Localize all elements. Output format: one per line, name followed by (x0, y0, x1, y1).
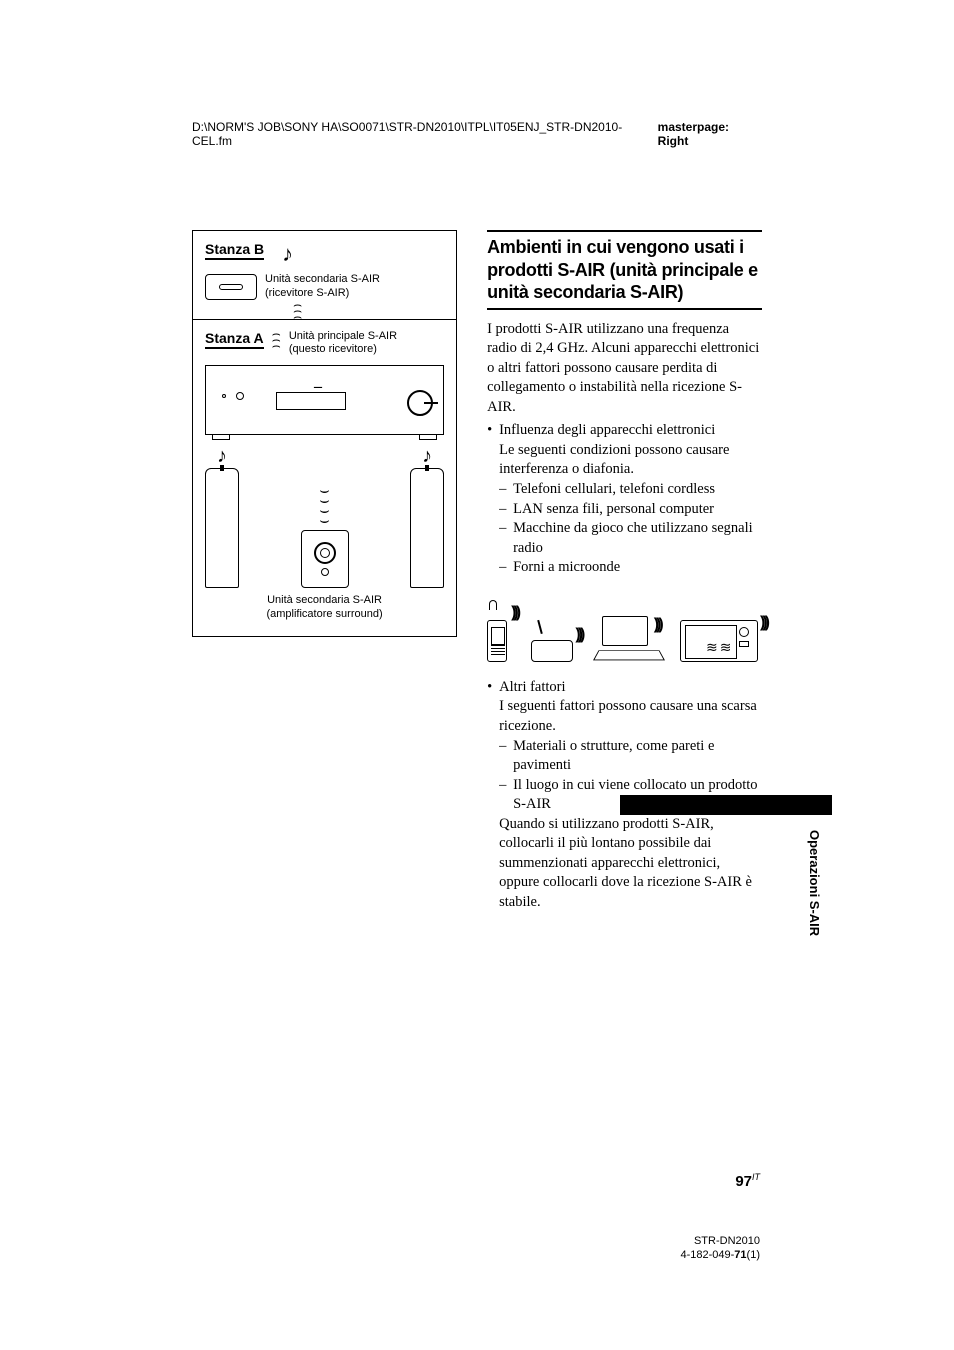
radio-waves-icon: ⌢⌢⌢ (293, 303, 300, 321)
sair-receiver-icon (205, 274, 257, 300)
radio-waves-icon: ⌢⌢⌢ (272, 332, 281, 350)
stanza-a-label: Stanza A (205, 330, 264, 349)
music-note-icon: ♪ (282, 241, 293, 267)
speaker-icon (205, 468, 239, 588)
dash-item: Telefoni cellulari, telefoni cordless (499, 480, 762, 500)
microwave-icon: ≋≋ (680, 616, 762, 662)
dash-item: Materiali o strutture, come pareti e pav… (499, 737, 762, 776)
header-masterpage: masterpage: Right (658, 120, 762, 148)
stanza-b-device-label: Unità secondaria S-AIR (ricevitore S-AIR… (265, 273, 380, 301)
dash-item: Forni a microonde (499, 558, 762, 578)
bullet-influenza: Influenza degli apparecchi elettronici L… (487, 421, 762, 578)
diagram: Stanza B ♪ Unità secondaria S-AIR (ricev… (192, 230, 457, 915)
header-path: D:\NORM'S JOB\SONY HA\SO0071\STR-DN2010\… (192, 120, 658, 148)
dash-item: Macchine da gioco che utilizzano segnali… (499, 519, 762, 558)
page-number: 97IT (735, 1172, 760, 1190)
phone-icon (487, 606, 513, 662)
footer-info: STR-DN2010 4-182-049-71(1) (680, 1234, 760, 1263)
surround-amp-icon (301, 530, 349, 588)
radio-waves-icon: ⌣⌣⌣⌣ (319, 486, 330, 526)
stanza-a-sub-label: Unità secondaria S-AIR (amplificatore su… (205, 594, 444, 622)
stanza-a-main-label: Unità principale S-AIR (questo ricevitor… (289, 330, 397, 358)
intro-paragraph: I prodotti S-AIR utilizzano una frequenz… (487, 320, 762, 418)
interference-devices-illustration: ≋≋ (487, 592, 762, 662)
speaker-icon (410, 468, 444, 588)
dash-item: LAN senza fili, personal computer (499, 500, 762, 520)
side-tab-label: Operazioni S-AIR (807, 830, 822, 936)
stanza-b-label: Stanza B (205, 241, 264, 260)
section-heading: Ambienti in cui vengono usati i prodotti… (487, 236, 762, 304)
laptop-icon (596, 616, 662, 662)
router-icon (531, 622, 577, 662)
side-tab-bar (620, 795, 832, 815)
main-receiver-icon: – (205, 365, 444, 435)
